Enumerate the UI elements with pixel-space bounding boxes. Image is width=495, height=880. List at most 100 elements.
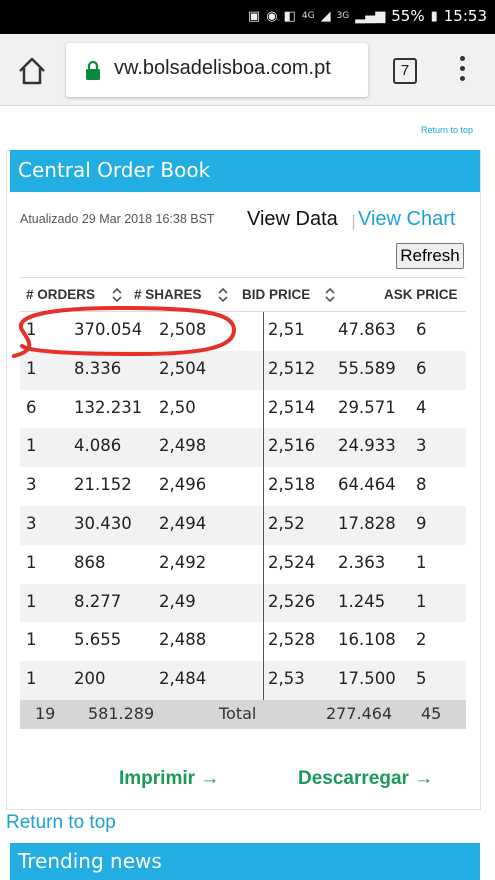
cell-ask-orders: 3 xyxy=(416,436,427,456)
table-row: 6 132.231 2,50 2,514 29.571 4 xyxy=(20,390,466,429)
cell-ask-shares: 29.571 xyxy=(338,397,396,417)
clock: 15:53 xyxy=(443,7,487,25)
cell-ask-orders: 2 xyxy=(416,630,427,650)
cell-shares: 21.152 xyxy=(74,475,132,495)
cell-orders: 1 xyxy=(26,591,37,611)
cell-ask-shares: 24.933 xyxy=(338,436,396,456)
updated-timestamp: Atualizado 29 Mar 2018 16:38 BST xyxy=(20,212,215,226)
cell-shares: 30.430 xyxy=(74,514,132,533)
view-chart-link[interactable]: View Chart xyxy=(358,208,456,230)
cell-shares: 5.655 xyxy=(74,630,122,650)
table-row: 1 4.086 2,498 2,516 24.933 3 xyxy=(20,428,466,468)
cell-bid-price: 2,508 xyxy=(159,320,207,339)
cell-orders: 1 xyxy=(26,436,37,456)
cell-orders: 3 xyxy=(26,514,37,533)
table-row: 1 370.054 2,508 2,51 47.863 6 xyxy=(20,312,466,351)
cell-orders: 1 xyxy=(26,552,37,572)
header-orders[interactable]: # ORDERS xyxy=(26,287,96,302)
cell-shares: 132.231 xyxy=(74,397,143,417)
header-shares[interactable]: # SHARES xyxy=(134,287,202,302)
table-total-row: 19 581.289 Total 277.464 45 xyxy=(20,700,466,729)
network-3g-label: 3G xyxy=(336,11,350,21)
address-bar[interactable]: vw.bolsadelisboa.com.pt xyxy=(66,43,368,97)
cell-bid-price: 2,484 xyxy=(159,669,207,689)
cell-ask-shares: 16.108 xyxy=(338,630,396,650)
cell-bid-price: 2,496 xyxy=(159,475,207,495)
cell-orders: 1 xyxy=(26,669,37,689)
cell-bid-price: 2,498 xyxy=(159,436,207,456)
total-orders: 19 xyxy=(35,704,56,723)
menu-dot-icon xyxy=(459,66,465,71)
view-data-link[interactable]: View Data xyxy=(247,208,338,230)
overflow-menu-button[interactable] xyxy=(455,56,469,86)
home-button[interactable] xyxy=(17,56,47,86)
signal-bars-icon: ▂▄▆ xyxy=(355,8,386,24)
cell-ask-orders: 9 xyxy=(416,514,427,533)
total-ask-shares: 277.464 xyxy=(326,704,393,723)
header-ask-price[interactable]: ASK PRICE xyxy=(384,287,458,302)
cell-ask-shares: 1.245 xyxy=(338,591,386,611)
cell-bid-price: 2,504 xyxy=(159,358,207,378)
sort-icon[interactable] xyxy=(324,287,336,303)
url-text: vw.bolsadelisboa.com.pt xyxy=(114,57,331,79)
menu-dot-icon xyxy=(459,76,465,81)
cell-ask-orders: 1 xyxy=(416,591,427,611)
download-link[interactable]: Descarregar → xyxy=(298,768,433,790)
battery-icon: ▮ xyxy=(430,8,438,24)
cell-ask-orders: 8 xyxy=(416,475,427,495)
photo-icon: ▣ xyxy=(247,8,261,24)
cell-bid-price: 2,49 xyxy=(159,591,196,611)
table-row: 1 200 2,484 2,53 17.500 5 xyxy=(20,661,466,700)
cell-shares: 370.054 xyxy=(74,320,143,339)
cell-ask-orders: 6 xyxy=(416,358,427,378)
return-to-top-link[interactable]: Return to top xyxy=(6,812,116,833)
sort-icon[interactable] xyxy=(111,287,123,303)
cell-shares: 4.086 xyxy=(74,436,122,456)
print-label: Imprimir xyxy=(119,768,196,789)
cell-ask-price: 2,53 xyxy=(268,669,305,689)
table-row: 1 5.655 2,488 2,528 16.108 2 xyxy=(20,622,466,661)
highlight-annotation xyxy=(12,305,237,358)
alarm-icon: ◉ xyxy=(266,8,278,24)
trending-news-header: Trending news xyxy=(10,843,480,880)
refresh-button[interactable]: Refresh xyxy=(396,243,464,269)
cell-ask-shares: 2.363 xyxy=(338,552,386,572)
status-bar: ▣ ◉ ◧ 4G ◢ 3G ▂▄▆ 55% ▮ 15:53 xyxy=(0,0,495,34)
sort-icon[interactable] xyxy=(217,287,229,303)
home-icon xyxy=(19,57,45,85)
cell-shares: 8.277 xyxy=(74,591,122,611)
signal-icon: ◢ xyxy=(320,8,331,24)
print-link[interactable]: Imprimir → xyxy=(119,768,219,790)
cell-orders: 6 xyxy=(26,397,37,417)
cell-ask-price: 2,528 xyxy=(268,630,316,650)
network-4g-label: 4G xyxy=(301,11,315,21)
arrow-right-icon: → xyxy=(200,768,220,789)
link-separator: | xyxy=(351,212,357,230)
cell-ask-price: 2,526 xyxy=(268,591,316,611)
cell-ask-shares: 64.464 xyxy=(338,475,396,495)
bid-ask-divider xyxy=(263,312,264,700)
cell-ask-shares: 47.863 xyxy=(338,320,396,339)
cell-bid-price: 2,492 xyxy=(159,552,207,572)
table-row: 3 21.152 2,496 2,518 64.464 8 xyxy=(20,467,466,506)
cell-ask-orders: 1 xyxy=(416,552,427,572)
lock-icon xyxy=(86,60,100,80)
cell-ask-price: 2,514 xyxy=(268,397,316,417)
cell-orders: 1 xyxy=(26,358,37,378)
cell-shares: 200 xyxy=(74,669,106,689)
cell-bid-price: 2,50 xyxy=(159,397,196,417)
table-row: 3 30.430 2,494 2,52 17.828 9 xyxy=(20,506,466,545)
cell-ask-price: 2,52 xyxy=(268,514,305,533)
header-bid-price[interactable]: BID PRICE xyxy=(242,287,311,302)
notification-icon: ◧ xyxy=(283,8,296,24)
total-shares: 581.289 xyxy=(88,704,155,723)
arrow-right-icon: → xyxy=(414,768,434,789)
tab-switcher-button[interactable]: 7 xyxy=(393,58,417,84)
cell-ask-price: 2,524 xyxy=(268,552,316,572)
cell-shares: 8.336 xyxy=(74,358,122,378)
cell-ask-price: 2,51 xyxy=(268,320,305,339)
return-to-top-link-small[interactable]: Return to top xyxy=(420,125,473,135)
table-row: 1 8.336 2,504 2,512 55.589 6 xyxy=(20,350,466,390)
cell-ask-shares: 55.589 xyxy=(338,358,396,378)
table-row: 1 868 2,492 2,524 2.363 1 xyxy=(20,545,466,584)
